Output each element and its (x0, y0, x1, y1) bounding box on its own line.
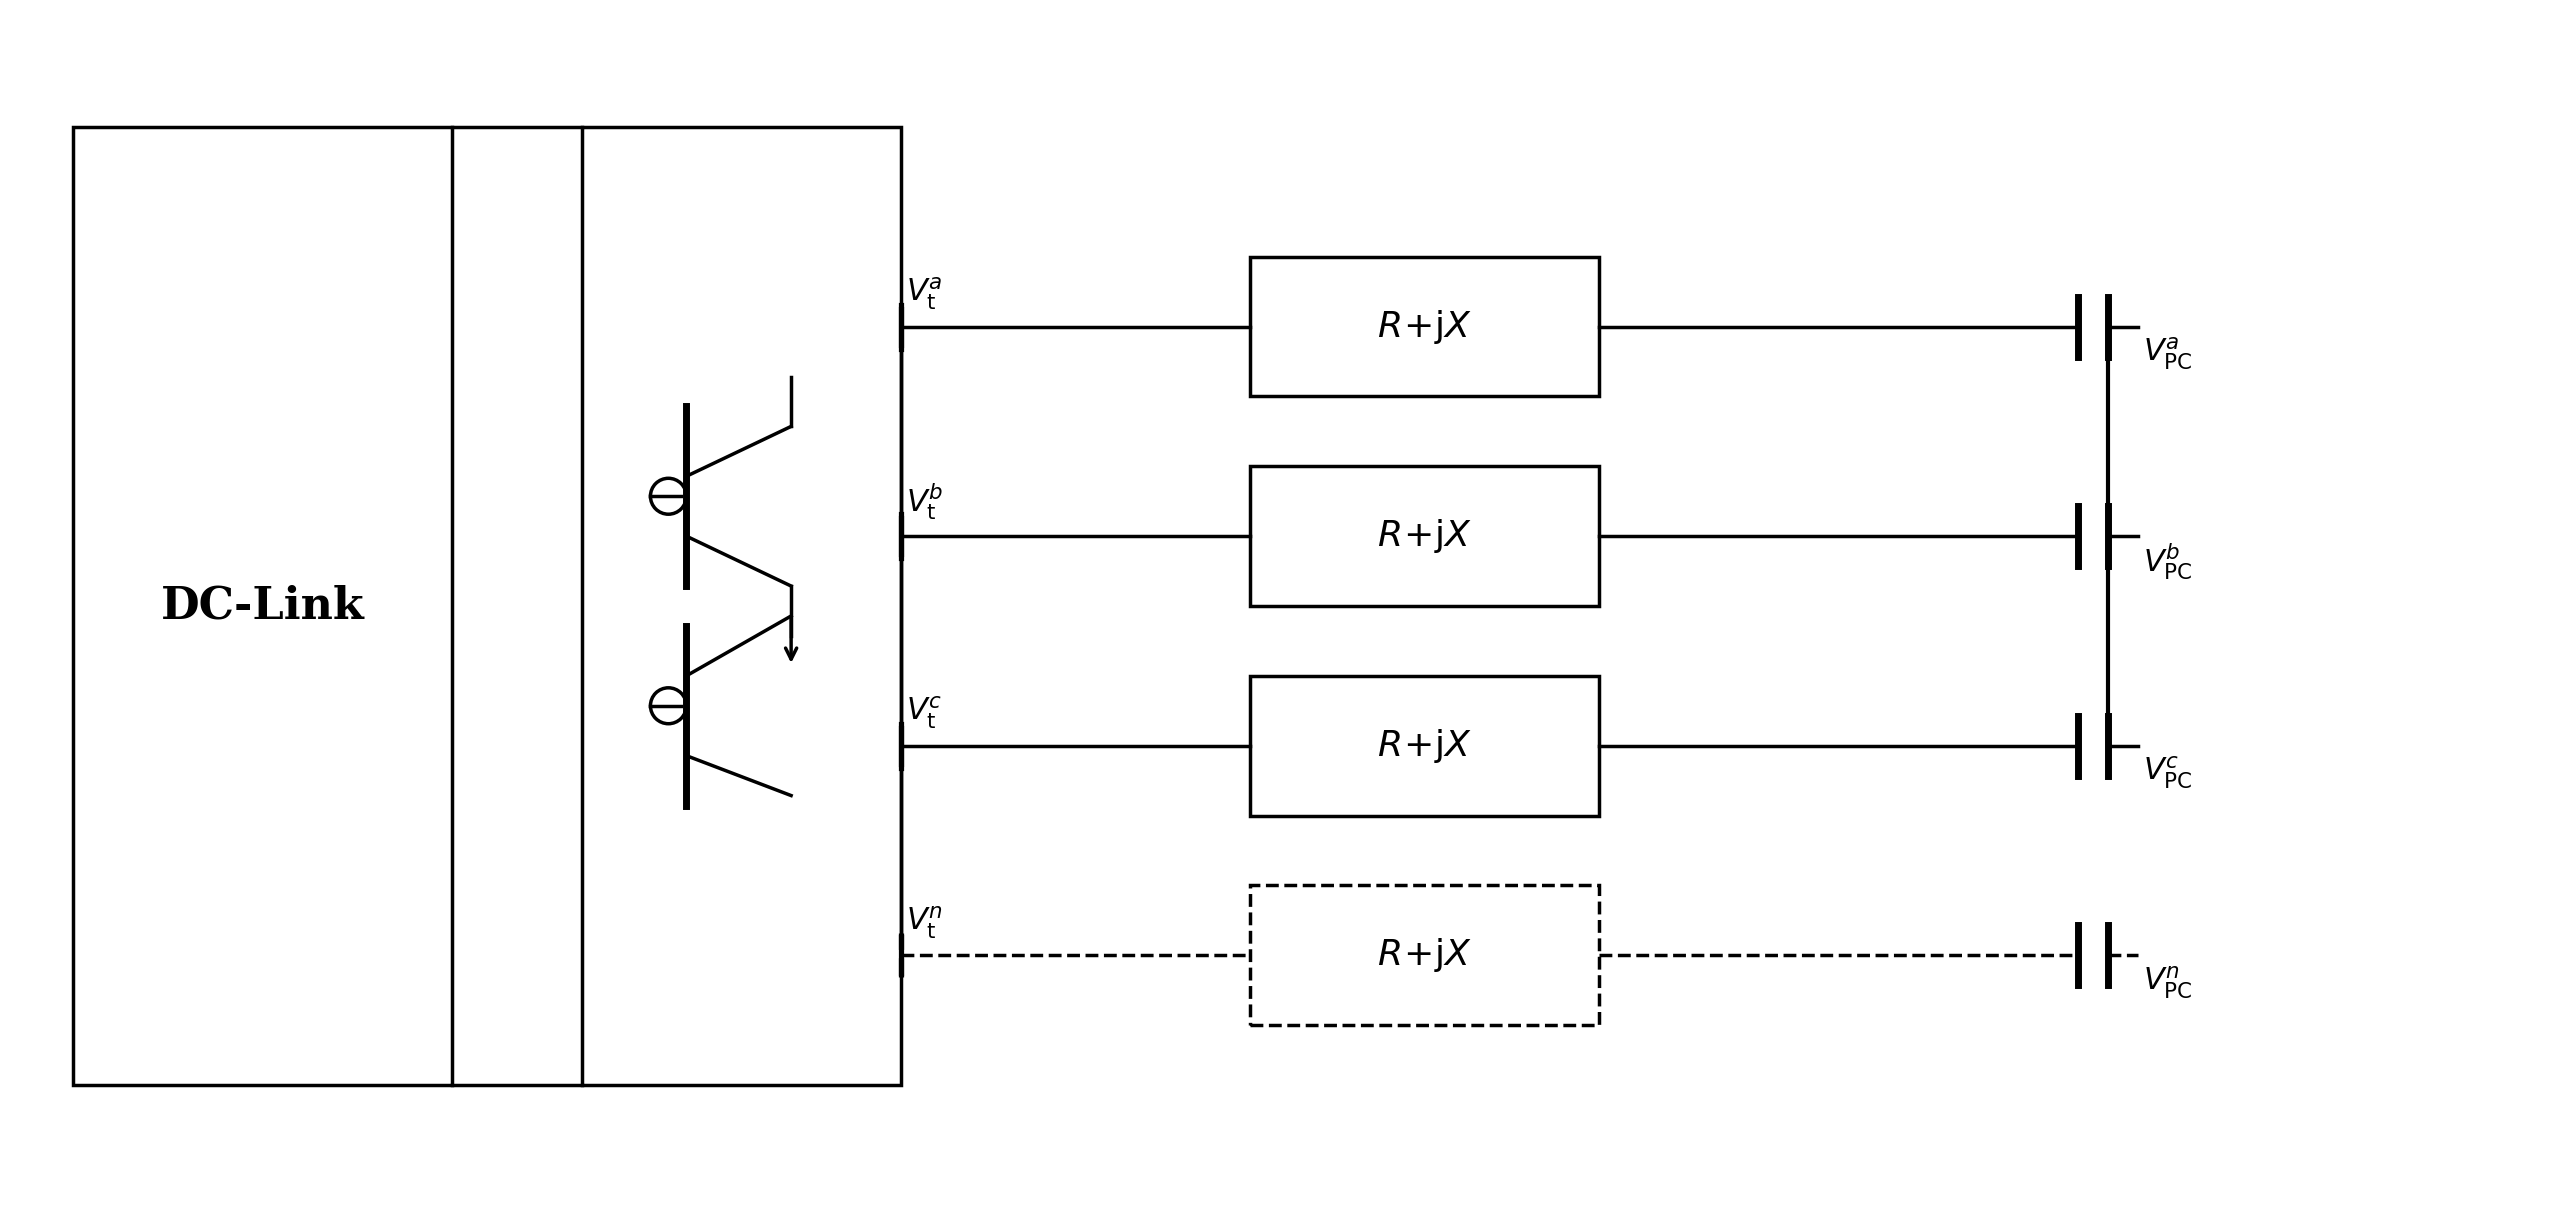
Text: DC-Link: DC-Link (161, 585, 365, 627)
Text: $V_\mathrm{PC}^{b}$: $V_\mathrm{PC}^{b}$ (2142, 541, 2193, 581)
Bar (1250, 885, 1599, 1025)
Text: $V_\mathrm{t}^{n}$: $V_\mathrm{t}^{n}$ (905, 904, 944, 941)
Text: $V_\mathrm{PC}^{a}$: $V_\mathrm{PC}^{a}$ (2142, 335, 2193, 373)
Text: $R\!+\!\mathrm{j}X$: $R\!+\!\mathrm{j}X$ (1377, 936, 1471, 974)
Bar (581, 127, 900, 1085)
Text: $V_\mathrm{PC}^{c}$: $V_\mathrm{PC}^{c}$ (2142, 755, 2193, 791)
Text: $V_\mathrm{PC}^{n}$: $V_\mathrm{PC}^{n}$ (2142, 965, 2193, 1001)
Text: $R\!+\!\mathrm{j}X$: $R\!+\!\mathrm{j}X$ (1377, 517, 1471, 555)
Bar (1250, 257, 1599, 397)
Text: $V_\mathrm{t}^{a}$: $V_\mathrm{t}^{a}$ (905, 276, 944, 312)
Text: $V_\mathrm{t}^{b}$: $V_\mathrm{t}^{b}$ (905, 481, 944, 522)
Bar (74, 127, 451, 1085)
Bar (1250, 467, 1599, 605)
Text: $R\!+\!\mathrm{j}X$: $R\!+\!\mathrm{j}X$ (1377, 727, 1471, 765)
Bar (1250, 675, 1599, 815)
Text: $V_\mathrm{t}^{c}$: $V_\mathrm{t}^{c}$ (905, 695, 944, 731)
Text: $R\!+\!\mathrm{j}X$: $R\!+\!\mathrm{j}X$ (1377, 308, 1471, 346)
